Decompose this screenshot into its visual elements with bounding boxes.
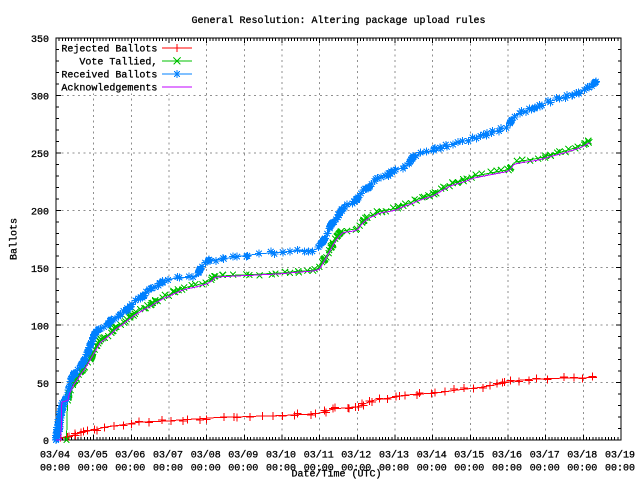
svg-text:0: 0 (43, 437, 49, 448)
svg-text:100: 100 (31, 322, 49, 333)
svg-text:03/14: 03/14 (417, 450, 447, 462)
svg-text:00:00: 00:00 (304, 464, 334, 475)
svg-text:03/09: 03/09 (228, 450, 258, 462)
svg-text:50: 50 (37, 380, 49, 391)
svg-text:03/16: 03/16 (492, 450, 522, 462)
svg-text:00:00: 00:00 (567, 464, 597, 475)
svg-text:03/18: 03/18 (567, 450, 597, 462)
svg-text:03/07: 03/07 (153, 450, 183, 462)
svg-text:03/15: 03/15 (454, 450, 484, 462)
svg-text:00:00: 00:00 (191, 464, 221, 475)
svg-text:03/17: 03/17 (530, 450, 560, 462)
svg-text:00:00: 00:00 (605, 464, 635, 475)
svg-text:03/11: 03/11 (304, 450, 334, 462)
svg-text:Date/Time (UTC): Date/Time (UTC) (291, 469, 381, 480)
svg-text:Vote Tallied,: Vote Tallied, (79, 57, 157, 69)
svg-text:03/06: 03/06 (115, 450, 145, 462)
svg-text:350: 350 (31, 35, 49, 46)
svg-text:00:00: 00:00 (341, 464, 371, 475)
svg-text:03/10: 03/10 (266, 450, 296, 462)
svg-text:00:00: 00:00 (40, 464, 70, 475)
svg-text:00:00: 00:00 (78, 464, 108, 475)
svg-text:03/13: 03/13 (379, 450, 409, 462)
svg-text:00:00: 00:00 (115, 464, 145, 475)
svg-text:General Resolution: Altering p: General Resolution: Altering package upl… (191, 15, 485, 27)
svg-text:150: 150 (31, 265, 49, 276)
svg-text:03/12: 03/12 (341, 450, 371, 462)
svg-text:Acknowledgements: Acknowledgements (61, 83, 157, 95)
svg-text:00:00: 00:00 (417, 464, 447, 475)
svg-text:00:00: 00:00 (228, 464, 258, 475)
svg-text:Ballots: Ballots (9, 218, 21, 260)
svg-text:03/05: 03/05 (78, 450, 108, 462)
svg-text:00:00: 00:00 (379, 464, 409, 475)
svg-text:00:00: 00:00 (454, 464, 484, 475)
svg-text:00:00: 00:00 (153, 464, 183, 475)
svg-text:Rejected Ballots: Rejected Ballots (61, 44, 157, 56)
svg-text:200: 200 (31, 208, 49, 219)
svg-text:00:00: 00:00 (530, 464, 560, 475)
svg-text:00:00: 00:00 (266, 464, 296, 475)
svg-text:250: 250 (31, 150, 49, 161)
svg-text:03/08: 03/08 (191, 450, 221, 462)
svg-text:Received Ballots: Received Ballots (61, 70, 157, 82)
svg-text:00:00: 00:00 (492, 464, 522, 475)
svg-text:03/19: 03/19 (605, 450, 635, 462)
svg-text:03/04: 03/04 (40, 450, 70, 462)
svg-text:300: 300 (31, 93, 49, 104)
